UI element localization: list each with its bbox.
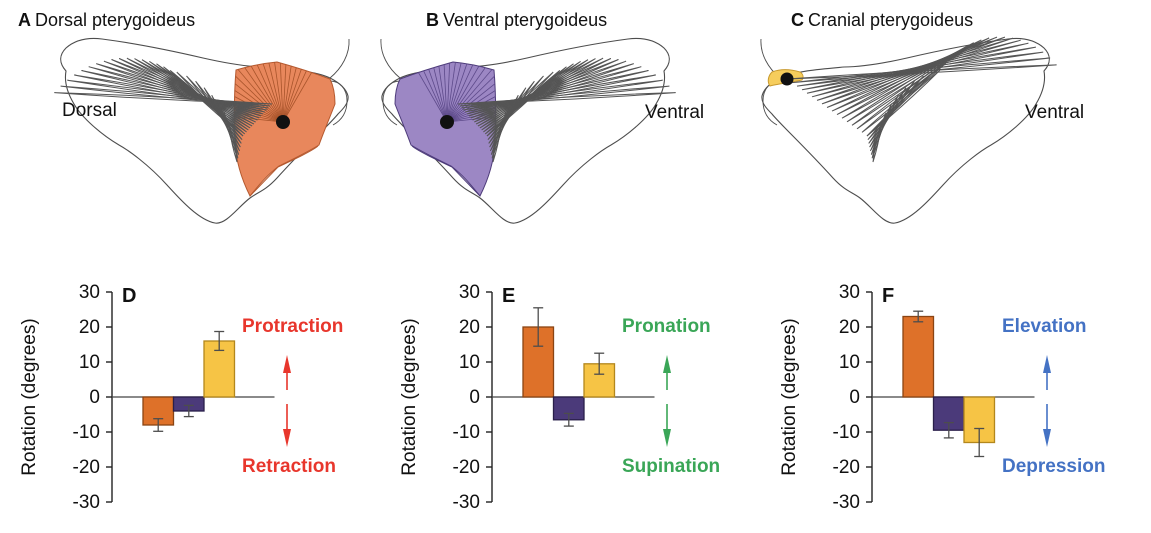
svg-text:20: 20 — [839, 317, 860, 338]
svg-text:10: 10 — [459, 352, 480, 373]
svg-text:E: E — [502, 285, 515, 307]
svg-text:0: 0 — [89, 387, 100, 408]
svg-text:Rotation (degrees): Rotation (degrees) — [779, 318, 800, 475]
svg-text:30: 30 — [839, 282, 860, 303]
svg-text:Depression: Depression — [1002, 456, 1105, 477]
svg-text:Protraction: Protraction — [242, 316, 343, 337]
svg-text:-30: -30 — [833, 492, 860, 513]
svg-text:-10: -10 — [453, 422, 480, 443]
svg-text:0: 0 — [849, 387, 860, 408]
svg-text:10: 10 — [839, 352, 860, 373]
svg-text:0: 0 — [469, 387, 480, 408]
svg-text:10: 10 — [79, 352, 100, 373]
svg-text:30: 30 — [79, 282, 100, 303]
svg-text:-20: -20 — [453, 457, 480, 478]
svg-text:F: F — [882, 285, 894, 307]
svg-text:-20: -20 — [73, 457, 100, 478]
svg-text:Elevation: Elevation — [1002, 316, 1086, 337]
svg-text:Ventral: Ventral — [1025, 102, 1084, 123]
svg-text:-10: -10 — [73, 422, 100, 443]
svg-text:Rotation (degrees): Rotation (degrees) — [19, 318, 40, 475]
svg-text:Dorsal: Dorsal — [62, 100, 117, 121]
svg-text:D: D — [122, 285, 136, 307]
svg-text:Pronation: Pronation — [622, 316, 711, 337]
svg-text:-20: -20 — [833, 457, 860, 478]
svg-text:-10: -10 — [833, 422, 860, 443]
svg-text:Retraction: Retraction — [242, 456, 336, 477]
svg-text:Supination: Supination — [622, 456, 720, 477]
svg-text:-30: -30 — [453, 492, 480, 513]
svg-text:-30: -30 — [73, 492, 100, 513]
svg-text:30: 30 — [459, 282, 480, 303]
svg-text:20: 20 — [459, 317, 480, 338]
svg-text:Ventral: Ventral — [645, 102, 704, 123]
svg-text:Rotation (degrees): Rotation (degrees) — [399, 318, 420, 475]
svg-text:20: 20 — [79, 317, 100, 338]
